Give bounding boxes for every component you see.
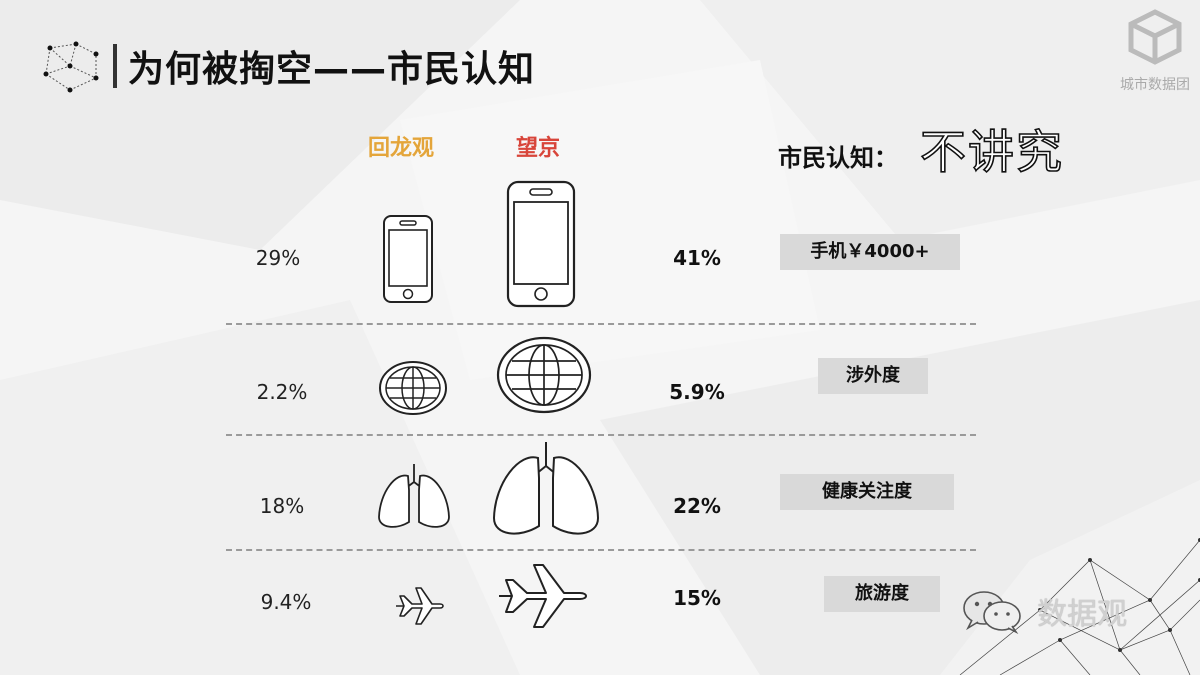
globe-icon bbox=[496, 336, 592, 418]
lungs-icon bbox=[376, 462, 452, 536]
title-accent-bar bbox=[113, 44, 117, 88]
cognition-value: 不讲究 bbox=[919, 124, 1064, 180]
airplane-icon bbox=[394, 586, 446, 630]
airplane-icon bbox=[496, 562, 592, 634]
row-3-tag: 健康关注度 bbox=[780, 474, 954, 510]
smartphone-icon bbox=[506, 180, 576, 312]
row-1-left-percent: 29% bbox=[255, 246, 301, 270]
network-logo-icon bbox=[40, 38, 104, 100]
row-divider bbox=[226, 549, 976, 551]
row-divider bbox=[226, 323, 976, 325]
row-1-tag: 手机￥4000+ bbox=[780, 234, 960, 270]
column-header-wangjing: 望京 bbox=[516, 136, 561, 161]
globe-icon bbox=[378, 360, 448, 420]
page-title: 为何被掏空——市民认知 bbox=[128, 49, 536, 90]
column-header-huilongguan: 回龙观 bbox=[368, 136, 435, 161]
smartphone-icon bbox=[382, 214, 434, 308]
row-3-left-percent: 18% bbox=[259, 494, 305, 518]
row-1-right-percent: 41% bbox=[673, 246, 721, 270]
row-2-tag: 涉外度 bbox=[818, 358, 928, 394]
brand-text: 城市数据团 bbox=[1120, 77, 1190, 93]
row-divider bbox=[226, 434, 976, 436]
row-4-left-percent: 9.4% bbox=[260, 590, 312, 614]
wechat-icon bbox=[963, 591, 1021, 635]
row-4-right-percent: 15% bbox=[673, 586, 721, 610]
watermark: 数据观 bbox=[960, 588, 1128, 635]
row-2-right-percent: 5.9% bbox=[669, 380, 725, 404]
lungs-icon bbox=[490, 440, 602, 544]
watermark-text: 数据观 bbox=[1037, 597, 1128, 632]
cube-logo-icon bbox=[1128, 9, 1182, 65]
brand-logo: 城市数据团 bbox=[1120, 6, 1190, 94]
row-2-left-percent: 2.2% bbox=[256, 380, 308, 404]
row-4-tag: 旅游度 bbox=[824, 576, 940, 612]
row-3-right-percent: 22% bbox=[673, 494, 721, 518]
cognition-label: 市民认知： bbox=[778, 144, 898, 172]
